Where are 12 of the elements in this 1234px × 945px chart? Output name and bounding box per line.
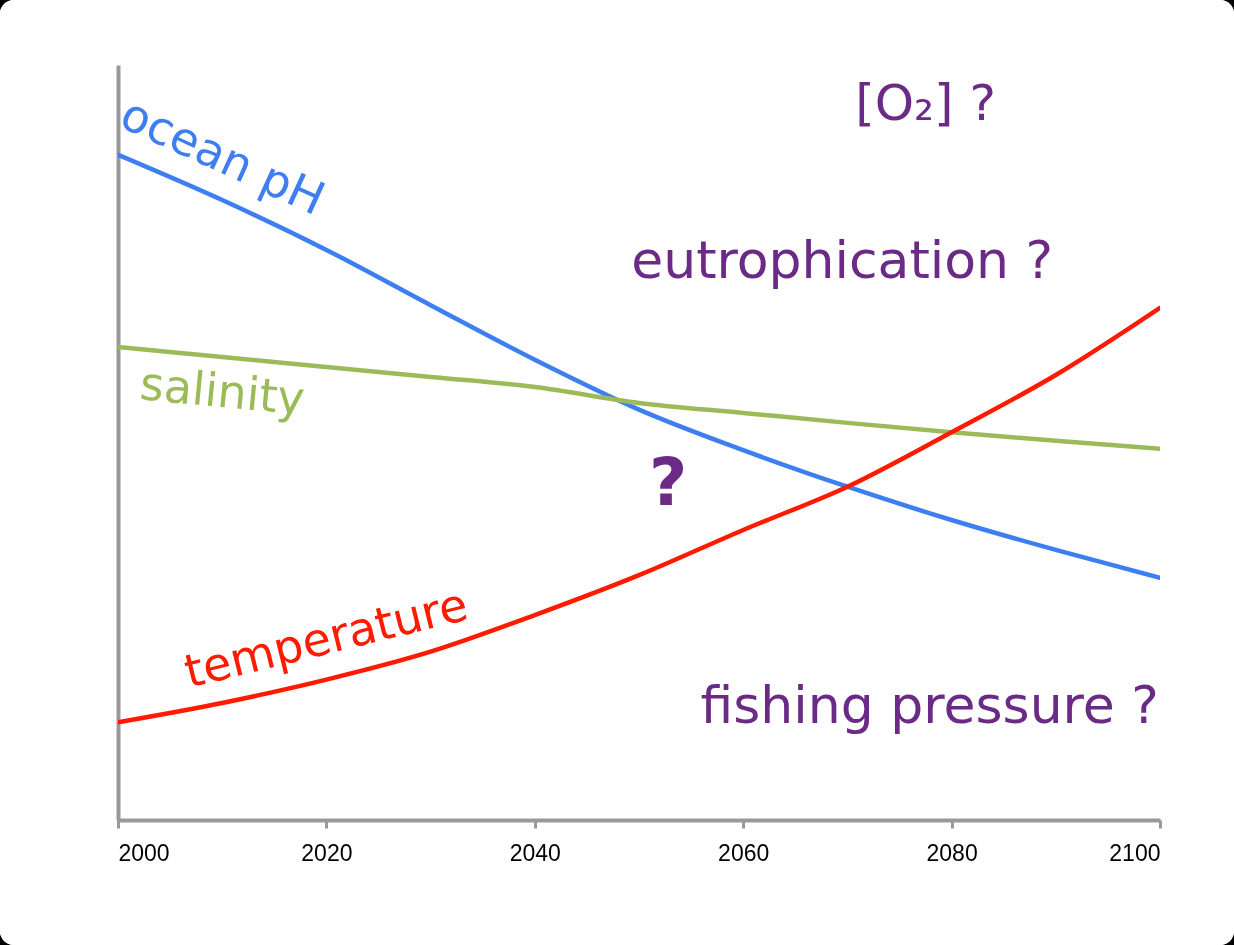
text: ocean pH — [112, 86, 334, 226]
annotation: ? — [649, 443, 688, 521]
text: salinity — [137, 356, 308, 426]
annotation: eutrophication ? — [631, 230, 1054, 291]
x-tick-label: 2060 — [718, 839, 770, 866]
x-tick-label: 2020 — [301, 839, 353, 866]
annotation: fishing pressure ? — [700, 674, 1159, 735]
text: [O₂] ? — [855, 74, 996, 133]
x-tick-label: 2100 — [1109, 839, 1161, 866]
x-tick-label: 2080 — [926, 839, 978, 866]
x-tick-label: 2000 — [118, 839, 170, 866]
x-tick-label: 2040 — [509, 839, 561, 866]
